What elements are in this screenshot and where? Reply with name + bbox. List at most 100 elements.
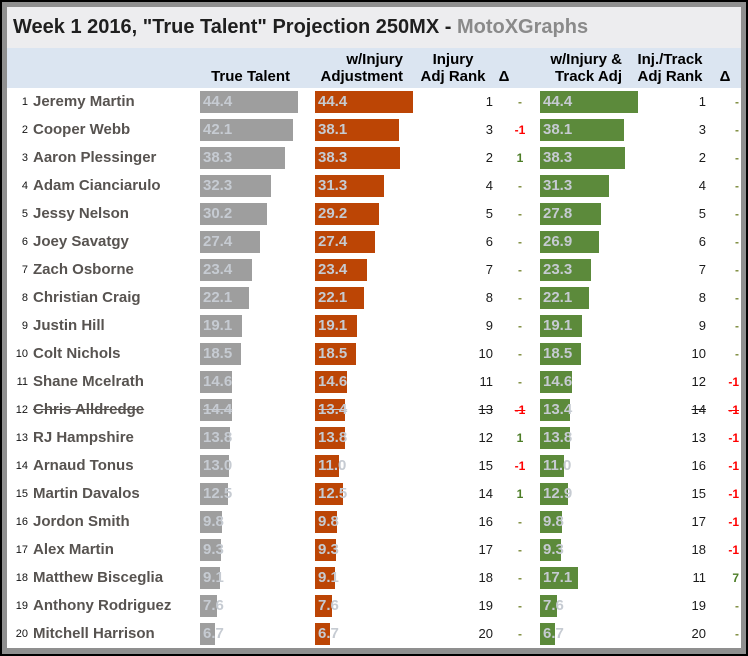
track-adj-rank: 18 (691, 542, 706, 557)
track-adj-rank: 6 (698, 234, 706, 249)
injury-delta: - (518, 515, 522, 529)
rider-name: Jeremy Martin (33, 93, 135, 110)
injury-adj-value: 14.6 (318, 373, 348, 390)
injury-adj-value: 13.4 (318, 401, 348, 418)
true-talent-value: 7.6 (203, 597, 224, 614)
track-adj-rank: 13 (691, 430, 706, 445)
injury-adj-rank: 15 (478, 458, 493, 473)
track-adj-rank: 10 (691, 346, 706, 361)
true-talent-bar: 19.1 (200, 315, 242, 337)
true-talent-bar: 14.6 (200, 371, 232, 393)
rider-name: Alex Martin (33, 541, 114, 558)
rider-name: Shane Mcelrath (33, 373, 144, 390)
track-adj-bar: 17.1 (540, 567, 578, 589)
injury-adj-value: 44.4 (318, 93, 348, 110)
track-adj-rank: 17 (691, 514, 706, 529)
track-delta: - (735, 347, 739, 361)
row-number: 11 (16, 376, 28, 388)
injury-adj-rank: 3 (485, 122, 493, 137)
row-number: 4 (21, 180, 28, 192)
injury-adj-value: 23.4 (318, 261, 348, 278)
rider-name: Anthony Rodriguez (33, 597, 172, 614)
injury-adj-bar: 7.6 (315, 595, 339, 617)
row-number: 5 (21, 208, 28, 220)
true-talent-bar: 27.4 (200, 231, 260, 253)
track-adj-rank: 19 (691, 598, 706, 613)
header-injury-track-adj: w/Injury & Track Adj (482, 51, 622, 85)
true-talent-value: 18.5 (203, 345, 233, 362)
injury-adj-value: 9.1 (318, 569, 339, 586)
track-adj-rank: 4 (698, 178, 706, 193)
injury-delta: - (518, 599, 522, 613)
injury-adj-value: 12.5 (318, 485, 348, 502)
track-adj-rank: 8 (698, 290, 706, 305)
track-adj-value: 13.4 (543, 401, 573, 418)
injury-adj-bar: 13.4 (315, 399, 348, 421)
injury-delta: - (518, 319, 522, 333)
track-adj-rank: 5 (698, 206, 706, 221)
true-talent-value: 22.1 (203, 289, 233, 306)
injury-adj-value: 29.2 (318, 205, 348, 222)
row-number: 17 (15, 544, 28, 556)
injury-adj-rank: 16 (478, 514, 493, 529)
true-talent-bar: 23.4 (200, 259, 252, 281)
rider-name: Martin Davalos (33, 485, 140, 502)
header-true-talent: True Talent (150, 68, 290, 85)
title-text: Week 1 2016, "True Talent" Projection 25… (13, 16, 457, 38)
true-talent-value: 12.5 (203, 485, 233, 502)
header-injury-rank-line1: Injury (432, 51, 474, 68)
header-injury-adjustment: w/Injury Adjustment (263, 51, 404, 85)
page-title: Week 1 2016, "True Talent" Projection 25… (13, 7, 588, 48)
injury-adj-bar: 6.7 (315, 623, 339, 645)
true-talent-bar: 18.5 (200, 343, 241, 365)
true-talent-bar: 13.8 (200, 427, 232, 449)
true-talent-bar: 7.6 (200, 595, 224, 617)
track-adj-value: 31.3 (543, 177, 573, 194)
header-injury-line2: Adjustment (320, 68, 404, 85)
true-talent-value: 9.1 (203, 569, 224, 586)
injury-adj-bar: 9.8 (315, 511, 339, 533)
track-delta: -1 (728, 487, 739, 501)
table-row: 16 Jordon Smith 9.8 9.8 16 - 9.8 17 -1 (7, 508, 741, 536)
track-adj-bar: 44.4 (540, 91, 638, 113)
table-row: 14 Arnaud Tonus 13.0 11.0 15 -1 11.0 16 -1 (7, 452, 741, 480)
header-delta-track: Δ (719, 68, 731, 85)
injury-adj-rank: 7 (485, 262, 493, 277)
rider-name: Colt Nichols (33, 345, 121, 362)
row-number: 13 (15, 432, 28, 444)
true-talent-bar: 44.4 (200, 91, 298, 113)
injury-adj-bar: 18.5 (315, 343, 356, 365)
true-talent-value: 13.0 (203, 457, 233, 474)
injury-adj-rank: 6 (485, 234, 493, 249)
row-number: 16 (15, 516, 28, 528)
table-row: 20 Mitchell Harrison 6.7 6.7 20 - 6.7 20 - (7, 620, 741, 648)
table-row: 7 Zach Osborne 23.4 23.4 7 - 23.3 7 - (7, 256, 741, 284)
header-track-line2: Track Adj (555, 68, 622, 85)
injury-adj-value: 9.3 (318, 541, 339, 558)
table-row: 6 Joey Savatgy 27.4 27.4 6 - 26.9 6 - (7, 228, 741, 256)
table-row: 17 Alex Martin 9.3 9.3 17 - 9.3 18 -1 (7, 536, 741, 564)
track-adj-value: 19.1 (543, 317, 573, 334)
injury-delta: 1 (516, 431, 524, 445)
track-adj-rank: 2 (698, 150, 706, 165)
true-talent-value: 30.2 (203, 205, 233, 222)
table-row: 15 Martin Davalos 12.5 12.5 14 1 12.9 15 -1 (7, 480, 741, 508)
injury-adj-value: 7.6 (318, 597, 339, 614)
row-number: 2 (21, 124, 28, 136)
injury-delta: -1 (514, 123, 526, 137)
track-adj-rank: 7 (698, 262, 706, 277)
injury-adj-rank: 17 (478, 542, 493, 557)
track-adj-bar: 18.5 (540, 343, 581, 365)
true-talent-value: 23.4 (203, 261, 233, 278)
true-talent-bar: 9.3 (200, 539, 224, 561)
true-talent-bar: 6.7 (200, 623, 224, 645)
injury-adj-rank: 20 (478, 626, 493, 641)
track-delta: -1 (728, 403, 739, 417)
rider-name: Joey Savatgy (33, 233, 129, 250)
track-adj-bar: 12.9 (540, 483, 572, 505)
injury-adj-value: 22.1 (318, 289, 348, 306)
table-row: 5 Jessy Nelson 30.2 29.2 5 - 27.8 5 - (7, 200, 741, 228)
injury-delta: - (518, 235, 522, 249)
header-track-rank-line1: Inj./Track (637, 51, 703, 68)
injury-delta: - (518, 571, 522, 585)
